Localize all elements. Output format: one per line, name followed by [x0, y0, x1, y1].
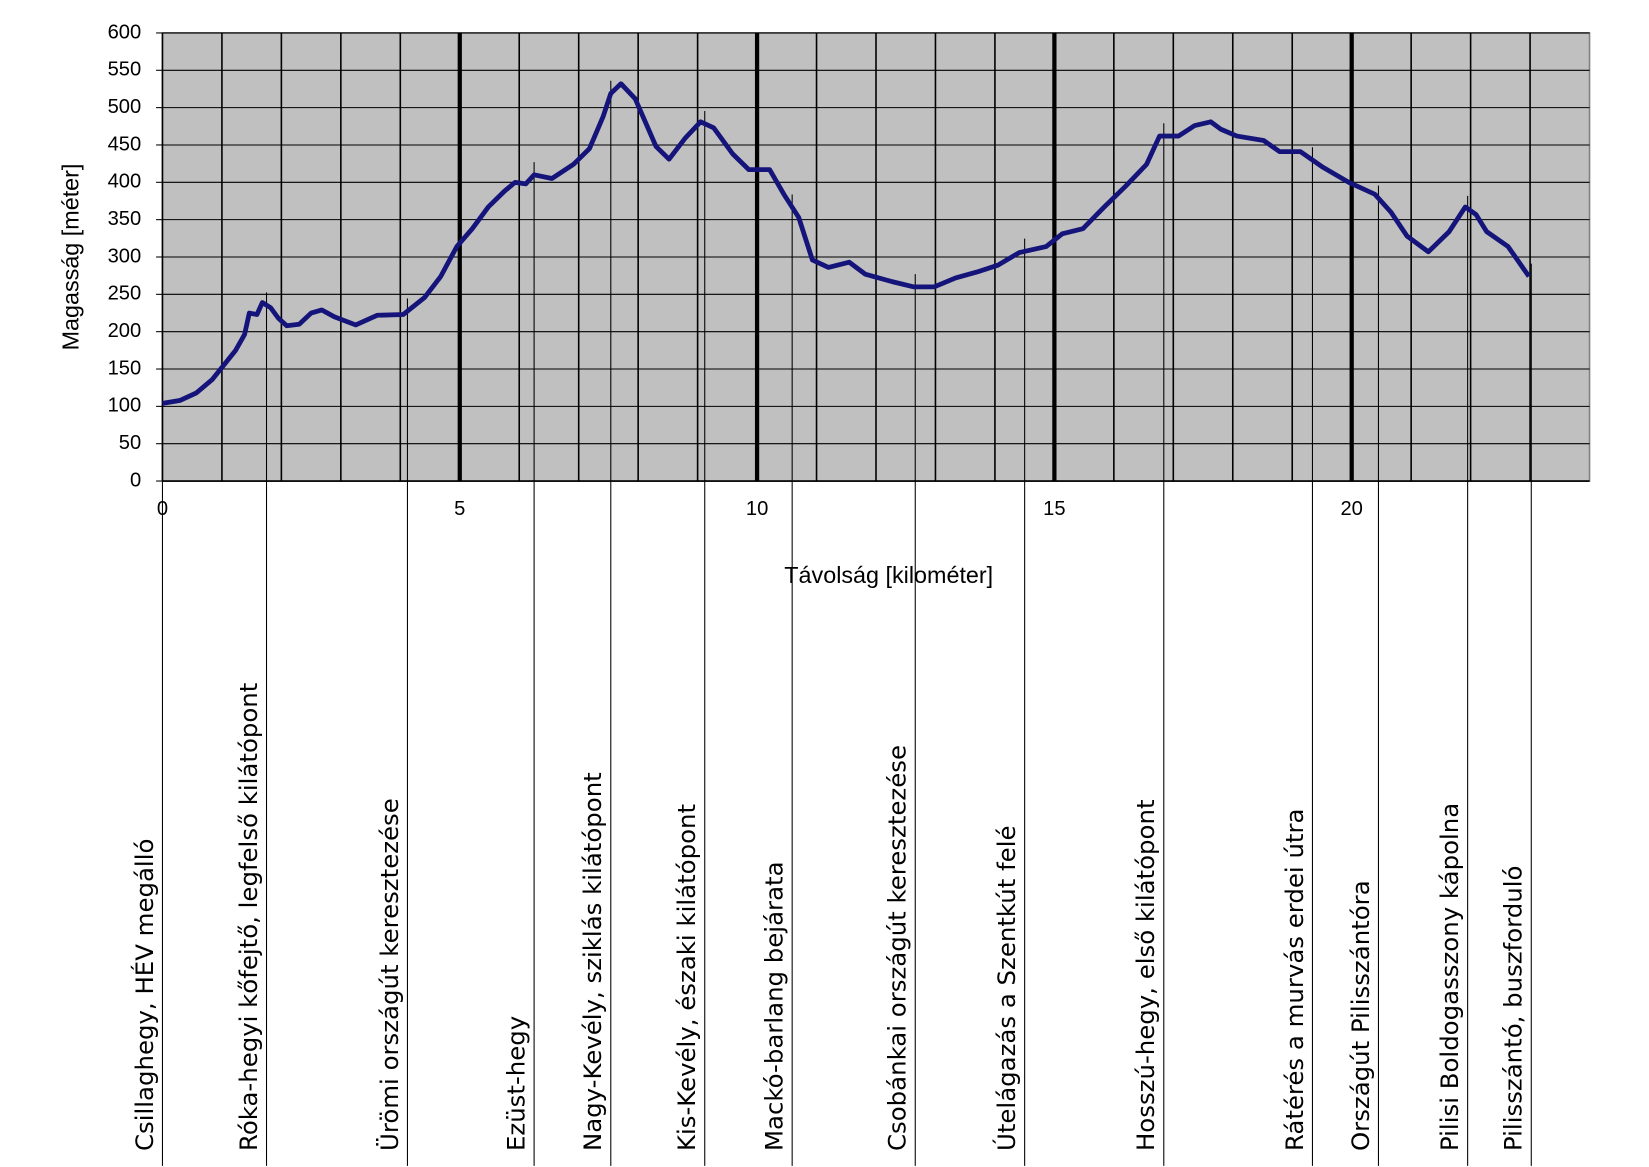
y-tick-label: 500 [108, 96, 142, 118]
x-tick-label: 10 [746, 498, 768, 520]
landmark-label: Mackó-barlang bejárata [760, 861, 789, 1151]
y-tick-label: 600 [108, 21, 142, 43]
landmark-label: Pilisi Boldogasszony kápolna [1435, 803, 1464, 1151]
landmark-label: Pilisszántó, buszforduló [1499, 866, 1528, 1152]
x-axis-title: Távolság [kilométer] [784, 562, 993, 588]
landmark-label: Útelágazás a Szentkút felé [991, 826, 1021, 1152]
y-tick-label: 450 [108, 133, 142, 155]
landmark-label: Csillaghegy, HÉV megálló [130, 839, 159, 1151]
landmark-label: Kis-Kevély, északi kilátópont [672, 804, 701, 1151]
y-tick-label: 150 [108, 357, 142, 379]
landmark-label: Rátérés a murvás erdei útra [1280, 809, 1309, 1152]
x-tick-label: 15 [1043, 498, 1065, 520]
landmark-label: Róka-hegyi kőfejtő, legfelső kilátópont [234, 683, 263, 1151]
x-tick-label: 20 [1340, 498, 1362, 520]
profile-line [162, 81, 1531, 406]
y-tick-label: 250 [108, 283, 142, 305]
y-tick-label: 0 [130, 469, 141, 491]
landmark-label: Ürömi országút keresztezése [375, 798, 404, 1151]
landmark-label: Ezüst-hegy [502, 1016, 531, 1151]
y-axis-title: Magasság [méter] [57, 164, 83, 351]
x-tick-label: 5 [454, 498, 465, 520]
landmark-label: Hosszú-hegy, első kilátópont [1131, 799, 1160, 1151]
y-tick-label: 350 [108, 208, 142, 230]
y-tick-label: 200 [108, 320, 142, 342]
y-tick-label: 400 [108, 171, 142, 193]
y-tick-label: 50 [119, 432, 141, 454]
landmark-label: Nagy-Kevély, sziklás kilátópont [578, 772, 607, 1151]
y-tick-label: 300 [108, 245, 142, 267]
y-tick-label: 550 [108, 59, 142, 81]
landmark-label: Országút Pilisszántóra [1346, 880, 1375, 1151]
landmark-label: Csobánkai országút keresztezése [883, 745, 912, 1151]
y-tick-label: 100 [108, 395, 142, 417]
